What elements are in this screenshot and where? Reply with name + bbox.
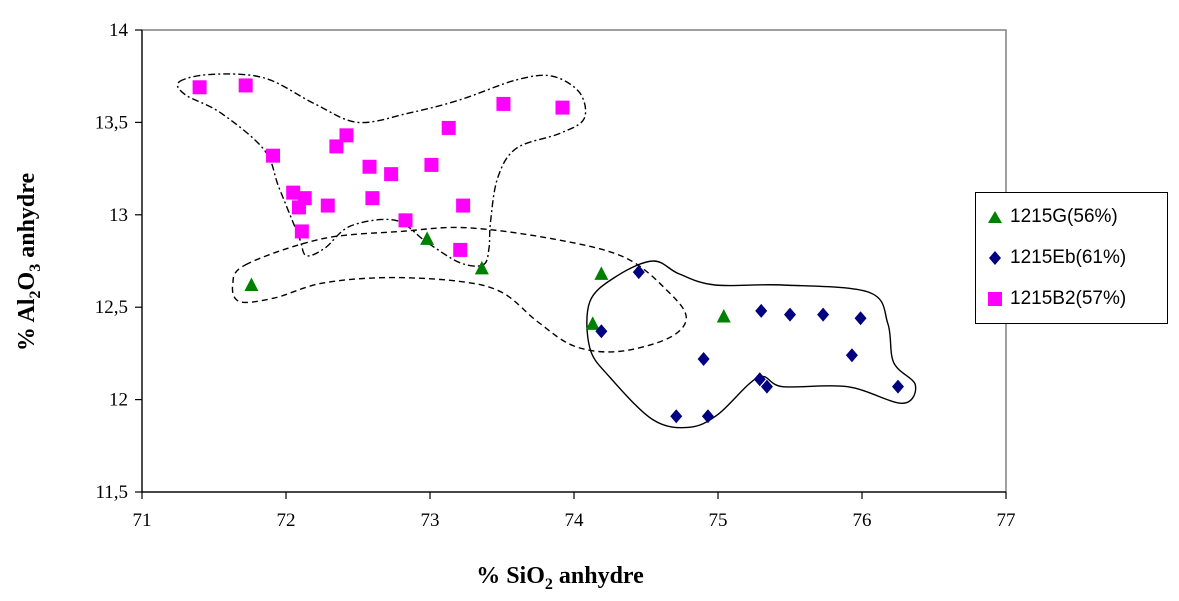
axes <box>135 29 1007 499</box>
diamond-marker <box>760 379 773 394</box>
square-marker <box>294 224 309 239</box>
square-marker <box>297 191 312 206</box>
square-marker <box>339 128 354 143</box>
legend-label-1215eb: 1215Eb(61%) <box>1010 247 1127 268</box>
y-tick-label: 12,5 <box>95 297 128 318</box>
x-tick-label: 75 <box>709 510 728 531</box>
square-marker <box>362 159 377 174</box>
square-marker <box>266 148 281 163</box>
data-points <box>192 78 904 424</box>
diamond-marker <box>632 265 645 280</box>
diamond-marker <box>697 351 710 366</box>
square-marker <box>320 198 335 213</box>
triangle-marker-icon <box>988 211 1002 223</box>
square-marker <box>398 213 413 228</box>
triangle-marker <box>244 277 259 292</box>
y-axis-title: % Al2O3 anhydre <box>14 173 44 352</box>
legend-item-1215eb: 1215Eb(61%) <box>986 240 1126 276</box>
plot-area <box>141 29 1007 493</box>
triangle-marker <box>420 231 435 245</box>
diamond-marker <box>892 379 904 394</box>
legend-label-1215g: 1215G(56%) <box>1010 206 1118 227</box>
x-axis-title: % SiO2 anhydre <box>476 563 644 593</box>
square-marker <box>192 80 207 95</box>
triangle-marker <box>585 316 600 330</box>
tick-labels: 71 72 73 74 75 76 77 11,5 12 12,5 13 13,5 14 <box>95 20 1016 531</box>
group-outline <box>231 226 688 353</box>
x-tick-label: 71 <box>133 510 152 531</box>
x-tick-label: 76 <box>853 510 872 531</box>
square-marker <box>424 157 439 172</box>
x-tick-label: 72 <box>277 510 296 531</box>
square-marker <box>365 191 380 206</box>
group-outline <box>176 73 587 267</box>
square-marker <box>329 139 344 154</box>
square-marker <box>453 242 468 257</box>
square-marker <box>456 198 471 213</box>
group-outlines <box>176 73 917 429</box>
square-marker <box>238 78 253 93</box>
diamond-marker <box>670 409 683 424</box>
square-marker <box>384 167 399 182</box>
diamond-marker <box>755 303 768 318</box>
x-tick-label: 73 <box>421 510 440 531</box>
diamond-marker <box>701 409 714 424</box>
square-marker <box>286 185 301 200</box>
square-marker-icon <box>988 292 1002 306</box>
diamond-marker-icon <box>989 251 1001 265</box>
diamond-marker <box>753 372 766 387</box>
y-tick-label: 11,5 <box>95 482 128 503</box>
legend-label-1215b2: 1215B2(57%) <box>1010 288 1127 309</box>
y-tick-label: 13 <box>109 205 128 226</box>
group-outline <box>586 260 917 429</box>
triangle-marker <box>594 266 609 280</box>
diamond-marker <box>854 311 867 326</box>
legend-item-1215g: 1215G(56%) <box>986 199 1118 235</box>
triangle-marker <box>716 308 731 323</box>
diamond-marker <box>595 324 608 339</box>
square-marker <box>441 120 456 135</box>
diamond-marker <box>845 348 858 363</box>
x-tick-label: 74 <box>565 510 585 531</box>
diamond-marker <box>817 307 830 322</box>
legend-item-1215b2: 1215B2(57%) <box>986 281 1126 317</box>
square-marker <box>555 100 570 115</box>
diamond-marker <box>784 307 796 322</box>
triangle-marker <box>474 260 489 275</box>
legend: 1215G(56%) 1215Eb(61%) 1215B2(57%) <box>975 192 1168 324</box>
square-marker <box>496 96 511 111</box>
y-tick-label: 14 <box>109 20 129 41</box>
x-tick-label: 77 <box>997 510 1016 531</box>
y-tick-label: 13,5 <box>95 112 128 133</box>
y-tick-label: 12 <box>109 390 128 411</box>
